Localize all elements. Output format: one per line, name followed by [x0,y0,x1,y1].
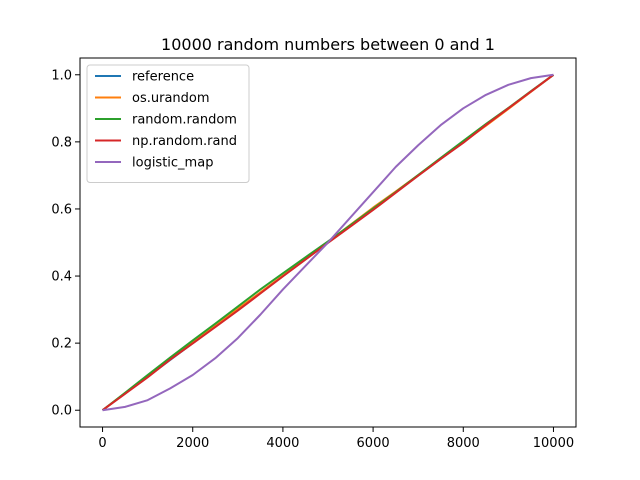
series-line-logistic-map [102,73,554,412]
x-tick-label: 0 [98,436,106,451]
plot-area: 0 2000 4000 6000 8000 10000 0.0 0.2 0.4 0.6 0.8 1.… [51,57,577,451]
x-tick-label: 10000 [533,436,574,451]
chart-title: 10000 random numbers between 0 and 1 [161,35,495,54]
x-tick-label: 6000 [357,436,390,451]
legend-label: logistic_map [132,156,213,171]
x-tick-label: 8000 [447,436,480,451]
series-layer [101,73,555,412]
y-tick-label: 0.0 [51,404,72,419]
legend-label: reference [132,70,194,85]
x-tick-label: 4000 [266,436,299,451]
legend: reference os.urandom random.random np.rando… [86,64,250,183]
axes-frame [79,57,577,428]
y-tick-label: 0.2 [51,337,72,352]
x-axis: 0 2000 4000 6000 8000 10000 [98,427,574,451]
x-tick-label: 2000 [176,436,209,451]
y-tick-label: 1.0 [51,68,72,83]
legend-label: os.urandom [132,91,210,106]
legend-label: random.random [132,113,237,128]
y-tick-label: 0.8 [51,135,72,150]
y-tick-label: 0.6 [51,202,72,217]
legend-box [86,64,250,183]
legend-label: np.random.rand [132,134,237,149]
y-axis: 0.0 0.2 0.4 0.6 0.8 1.0 [51,68,80,419]
y-tick-label: 0.4 [51,270,72,285]
